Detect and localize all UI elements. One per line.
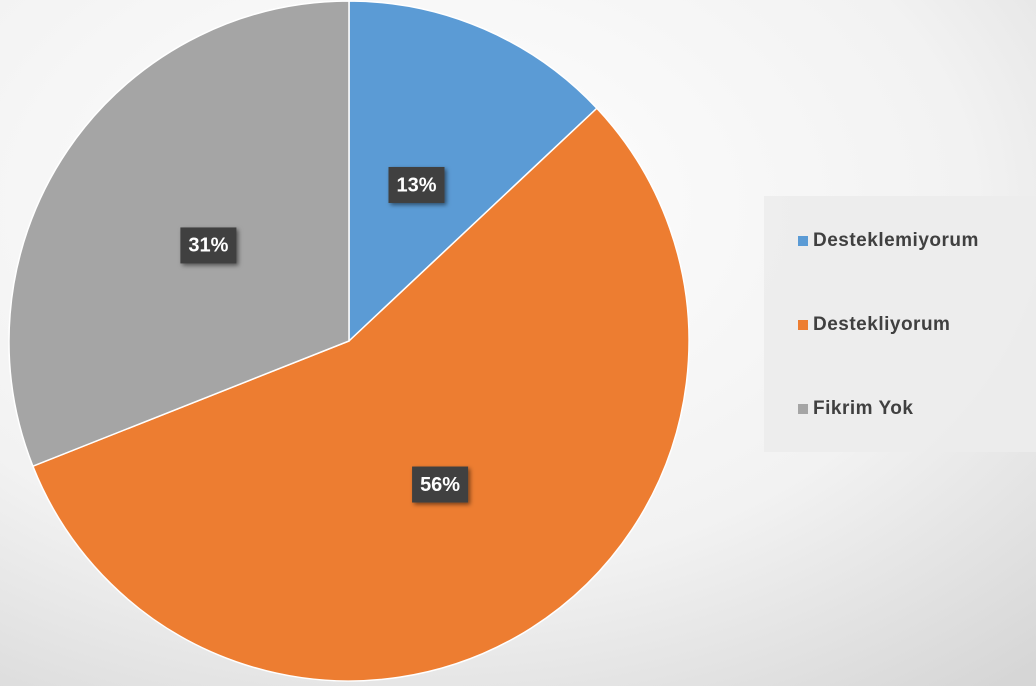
pie-slice (348, 0, 598, 343)
legend-box (764, 196, 1036, 452)
data-label: 56% (420, 474, 460, 496)
data-label-group: 13% (388, 166, 445, 203)
data-label-group: 56% (412, 466, 469, 503)
pie-slice (8, 0, 350, 468)
data-label-box (412, 466, 469, 503)
data-label: 31% (188, 235, 228, 257)
data-label: 13% (396, 174, 436, 196)
legend-swatch (798, 320, 808, 330)
legend-swatch (798, 404, 808, 414)
legend-label: Fikrim Yok (813, 398, 913, 419)
data-label-box (388, 166, 445, 203)
legend-label: Desteklemiyorum (813, 230, 979, 251)
pie-slice (31, 107, 690, 682)
data-label-box (180, 227, 237, 264)
data-label-group: 31% (180, 227, 237, 264)
legend-swatch (798, 236, 808, 246)
legend-label: Destekliyorum (813, 314, 950, 335)
